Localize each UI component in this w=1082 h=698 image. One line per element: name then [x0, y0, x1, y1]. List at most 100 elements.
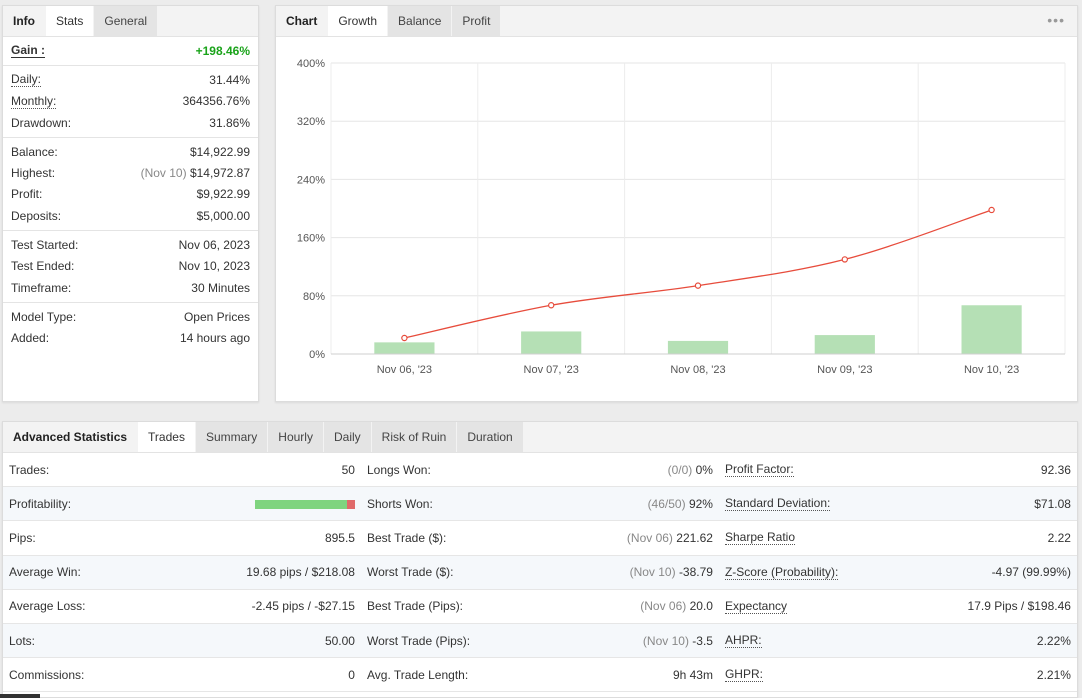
line-point[interactable]	[988, 206, 995, 214]
adv-value-wrap: (Nov 06) 221.62	[627, 531, 713, 545]
adv-value: 2.22	[1047, 530, 1071, 545]
stat-value: 364356.76%	[182, 94, 250, 109]
stat-value: 31.86%	[209, 115, 250, 130]
line-point[interactable]	[841, 256, 849, 263]
adv-value: -38.79	[678, 565, 713, 580]
adv-value-wrap: 19.68 pips / $218.08	[246, 565, 355, 579]
x-tick-label: Nov 06, '23	[377, 364, 432, 376]
adv-value-wrap: -2.45 pips / -$27.15	[252, 599, 355, 613]
tab-daily[interactable]: Daily	[323, 422, 372, 452]
tab-duration[interactable]: Duration	[457, 422, 524, 452]
y-tick-label: 240%	[297, 174, 325, 186]
stat-value-wrap: 14 hours ago	[180, 331, 250, 345]
line-point[interactable]	[694, 282, 702, 289]
tab-general[interactable]: General	[94, 6, 159, 36]
adv-label: Average Win:	[9, 565, 81, 580]
adv-value-wrap: 92.36	[1041, 463, 1071, 477]
growth-chart: 0% 80% 160% 240% 320% 400% Nov 06, '23 Nov 07, …	[297, 58, 1066, 376]
line-point[interactable]	[401, 334, 408, 342]
adv-value: 0	[348, 667, 355, 682]
stat-row-highest: Highest: (Nov 10) $14,972.87	[3, 162, 258, 183]
adv-label[interactable]: Sharpe Ratio	[724, 530, 796, 546]
stat-value-wrap: (Nov 10) $14,972.87	[141, 166, 250, 180]
tab-advanced-statistics[interactable]: Advanced Statistics	[3, 422, 139, 452]
stat-group: Daily: 31.44% Monthly: 364356.76% Drawdown: 3…	[3, 66, 258, 139]
adv-label: Lots:	[9, 633, 36, 648]
stat-row-added: Added: 14 hours ago	[3, 328, 258, 349]
tab-chart[interactable]: Chart	[276, 6, 329, 36]
tab-risk-of-ruin[interactable]: Risk of Ruin	[371, 422, 458, 452]
adv-row-sharpe-ratio: Sharpe Ratio 2.22	[718, 521, 1077, 556]
advanced-tabs: Advanced Statistics Trades Summary Hourly Da…	[3, 422, 1077, 453]
advanced-column: Longs Won: (0/0) 0% Shorts Won: (46/50) 92%…	[360, 453, 719, 693]
stat-row-deposits: Deposits: $5,000.00	[3, 205, 258, 226]
stat-value: $9,922.99	[196, 187, 250, 202]
stat-value-wrap: 31.44%	[209, 73, 250, 87]
adv-value: -4.97 (99.99%)	[991, 565, 1071, 580]
adv-value-wrap: 17.9 Pips / $198.46	[968, 599, 1071, 613]
adv-value-wrap: 2.22	[1048, 531, 1071, 545]
adv-label: Worst Trade ($):	[366, 565, 454, 580]
adv-row-ghpr: GHPR: 2.21%	[718, 658, 1077, 693]
stat-label: Deposits:	[11, 208, 62, 223]
adv-value: -2.45 pips / -$27.15	[251, 599, 355, 614]
adv-value-wrap: (Nov 10) -38.79	[630, 565, 713, 579]
advanced-grid: Trades: 50 Profitability: Pips: 895.5 Average…	[3, 453, 1077, 693]
tab-balance[interactable]: Balance	[388, 6, 453, 36]
stat-label[interactable]: Monthly:	[11, 93, 57, 109]
stat-value: $5,000.00	[196, 208, 250, 223]
adv-row-profitability: Profitability:	[3, 487, 361, 522]
stat-group: Balance: $14,922.99 Highest: (Nov 10) $14,9…	[3, 138, 258, 232]
adv-row-best-trade: Best Trade ($): (Nov 06) 221.62	[360, 521, 719, 556]
adv-label[interactable]: GHPR:	[724, 667, 763, 683]
stat-row-test-ended: Test Ended: Nov 10, 2023	[3, 256, 258, 277]
adv-value: 92%	[688, 496, 713, 511]
adv-value-wrap	[254, 497, 355, 511]
bar-mark[interactable]	[667, 340, 729, 354]
adv-label[interactable]: Z-Score (Probability):	[724, 564, 839, 580]
stat-group: Model Type: Open Prices Added: 14 hours ago	[3, 303, 258, 353]
tab-hourly[interactable]: Hourly	[268, 422, 324, 452]
stat-value: Open Prices	[183, 309, 250, 324]
bar-mark[interactable]	[521, 331, 582, 354]
tab-trades[interactable]: Trades	[138, 422, 196, 452]
adv-label[interactable]: Standard Deviation:	[724, 496, 831, 512]
bar-mark[interactable]	[374, 342, 435, 354]
tab-stats[interactable]: Stats	[46, 6, 95, 36]
adv-row-worst-trade-pips: Worst Trade (Pips): (Nov 10) -3.5	[360, 623, 719, 659]
adv-value-wrap: 9h 43m	[673, 668, 713, 682]
tab-growth[interactable]: Growth	[328, 6, 389, 36]
growth-line	[404, 209, 992, 339]
scrollbar-thumb[interactable]	[0, 694, 40, 698]
adv-note: (Nov 10)	[642, 633, 689, 648]
chart-tabs: Chart Growth Balance Profit	[276, 6, 1077, 37]
adv-label[interactable]: Profit Factor:	[724, 462, 794, 478]
y-tick-label: 160%	[297, 233, 325, 245]
stat-value: 31.44%	[209, 72, 250, 87]
adv-label: Best Trade (Pips):	[366, 599, 464, 614]
adv-value: $71.08	[1034, 496, 1071, 511]
adv-label: Avg. Trade Length:	[366, 667, 469, 682]
tab-summary[interactable]: Summary	[195, 422, 269, 452]
adv-note: (0/0)	[667, 462, 693, 477]
bar-mark[interactable]	[961, 305, 1022, 354]
stat-value: 14 hours ago	[179, 331, 250, 346]
stat-label[interactable]: Daily:	[11, 72, 42, 88]
adv-label[interactable]: Expectancy	[724, 598, 788, 614]
gain-group: Gain : +198.46%	[3, 37, 258, 67]
stat-value: $14,922.99	[189, 144, 250, 159]
adv-label: Longs Won:	[366, 462, 431, 477]
tab-profit[interactable]: Profit	[452, 6, 502, 36]
gain-label[interactable]: Gain :	[11, 43, 46, 59]
adv-label[interactable]: AHPR:	[724, 633, 762, 649]
adv-row-standard-deviation: Standard Deviation: $71.08	[718, 487, 1077, 522]
bar-mark[interactable]	[814, 335, 875, 354]
stat-note: (Nov 10)	[140, 166, 187, 181]
adv-row-shorts-won: Shorts Won: (46/50) 92%	[360, 487, 719, 522]
adv-value-wrap: $71.08	[1034, 497, 1071, 511]
adv-row-average-win: Average Win: 19.68 pips / $218.08	[3, 555, 361, 590]
chart-menu-icon[interactable]: •••	[1047, 12, 1065, 28]
line-point[interactable]	[548, 302, 555, 309]
tab-info[interactable]: Info	[3, 6, 46, 36]
stat-label: Added:	[11, 331, 50, 346]
